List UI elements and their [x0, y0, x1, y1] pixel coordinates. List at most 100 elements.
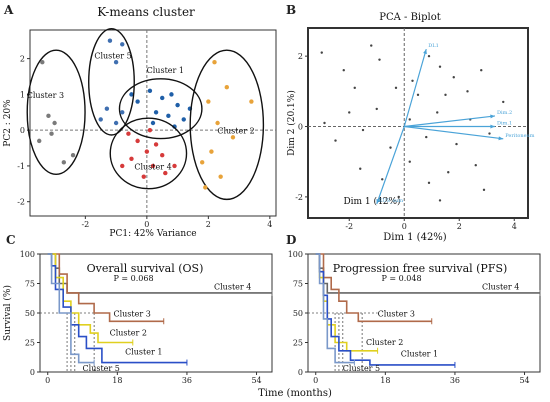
os-ytick-label: 50 [25, 309, 35, 318]
kmeans-point [153, 142, 159, 147]
kmeans-cluster-ellipse [109, 117, 188, 190]
os-xtick-label: 36 [182, 376, 192, 385]
kmeans-point [163, 170, 168, 176]
pfs-ytick-label: 50 [293, 309, 303, 318]
biplot-point [381, 178, 384, 181]
kmeans-point [147, 127, 153, 133]
biplot-arrow-label: DL1 [428, 43, 439, 49]
os-xtick-label: 54 [251, 376, 261, 385]
os-ytick-label: 75 [25, 280, 35, 289]
kmeans-point [218, 174, 223, 179]
panel-letter-d: D [286, 233, 296, 247]
kmeans-xtick-label: 4 [267, 220, 272, 229]
kmeans-point [40, 59, 45, 65]
biplot-arrow [403, 48, 427, 127]
kmeans-point [120, 42, 125, 47]
pfs-ytick-label: 100 [288, 250, 303, 259]
pfs-pvalue: P = 0.048 [381, 274, 421, 283]
os-xtick-label: 0 [45, 376, 50, 385]
kmeans-point [52, 120, 57, 126]
panel-letter-c: C [6, 233, 16, 247]
os-curve-label: Cluster 4 [214, 282, 251, 291]
biplot-point [427, 181, 431, 185]
biplot-arrow-label: Dim.2 [497, 110, 512, 116]
kmeans-xlabel: PC1: 42% Variance [109, 229, 196, 239]
kmeans-point [175, 102, 180, 108]
kmeans-point [113, 120, 119, 126]
panel-b-biplot: -2 0 2 4 -2 0 2 Dim 2 (20.1%) Dim 1 (42%) DL1 Dim.… [286, 27, 535, 231]
kmeans-point [203, 185, 208, 190]
kmeans-point [144, 149, 150, 154]
biplot-point [394, 86, 398, 90]
pfs-curve-label: Cluster 5 [343, 364, 380, 373]
os-curve-label: Cluster 3 [113, 310, 150, 319]
biplot-ytick-label: 0 [298, 123, 303, 132]
biplot-point [361, 128, 365, 132]
biplot-point [342, 69, 345, 72]
pfs-curve-label: Cluster 4 [482, 282, 519, 291]
panel-letter-b: B [286, 3, 296, 17]
os-ytick-label: 0 [30, 368, 35, 377]
kmeans-point [249, 99, 254, 104]
kmeans-ylabel: PC2 : 20% [3, 99, 13, 147]
kmeans-point [113, 59, 119, 65]
pfs-ytick-label: 25 [293, 339, 303, 348]
biplot-point [444, 93, 447, 97]
kmeans-point [147, 88, 153, 94]
kmeans-point [169, 92, 174, 97]
kmeans-cluster-label: Cluster 1 [147, 66, 184, 75]
kmeans-point [200, 160, 205, 165]
os-km-curve [47, 253, 133, 344]
panel-a-title: K-means cluster [97, 5, 195, 19]
biplot-xtick-label: 0 [402, 222, 407, 231]
kmeans-point [172, 163, 177, 169]
biplot-point [436, 111, 439, 114]
kmeans-cluster-ellipse [189, 49, 265, 201]
kmeans-point [126, 131, 131, 136]
kmeans-point [61, 160, 67, 165]
biplot-xtick-label: -2 [345, 222, 353, 231]
biplot-point [370, 44, 373, 47]
kmeans-point [49, 131, 54, 136]
kmeans-ytick-label: -1 [17, 162, 25, 171]
panel-c-title: Overall survival (OS) [87, 262, 204, 275]
kmeans-xtick-label: 0 [144, 220, 149, 229]
panel-c-os-plot: 0 18 36 54 0 25 50 75 100 Survival (%) Cluster 4 Cl… [2, 250, 273, 385]
biplot-arrow-head [376, 198, 381, 204]
biplot-ytick-label: 2 [298, 52, 303, 61]
kmeans-point [46, 113, 51, 119]
biplot-point [438, 199, 442, 202]
kmeans-point [120, 110, 125, 115]
kmeans-point [212, 59, 217, 65]
biplot-point [375, 107, 378, 111]
biplot-arrow-label: Peritoneum [505, 133, 535, 139]
pfs-xtick-label: 54 [519, 376, 529, 385]
biplot-point [320, 51, 323, 54]
kmeans-cluster-ellipse [118, 78, 203, 140]
biplot-arrow-head [498, 136, 504, 141]
biplot-point [466, 90, 469, 93]
kmeans-point [120, 163, 125, 169]
biplot-point [438, 65, 442, 68]
kmeans-point [135, 99, 140, 104]
biplot-point [323, 121, 326, 125]
kmeans-cluster-ellipse [88, 28, 135, 136]
biplot-point [427, 54, 431, 58]
biplot-frame [307, 27, 529, 219]
os-ytick-label: 100 [20, 250, 35, 259]
biplot-point [397, 195, 400, 199]
biplot-ylabel: Dim 2 (20.1%) [286, 90, 297, 156]
kmeans-point [150, 120, 156, 126]
biplot-point [474, 164, 477, 167]
biplot-point [411, 79, 414, 82]
kmeans-point [98, 117, 103, 122]
kmeans-cluster-label: Cluster 5 [94, 52, 131, 61]
os-pvalue: P = 0.068 [113, 274, 153, 283]
biplot-point [334, 139, 337, 142]
biplot-point [389, 146, 392, 149]
os-xtick-label: 18 [112, 376, 122, 385]
biplot-xtick-label: 4 [512, 222, 517, 231]
kmeans-cluster-ellipse [26, 49, 86, 176]
biplot-arrow [404, 115, 496, 128]
